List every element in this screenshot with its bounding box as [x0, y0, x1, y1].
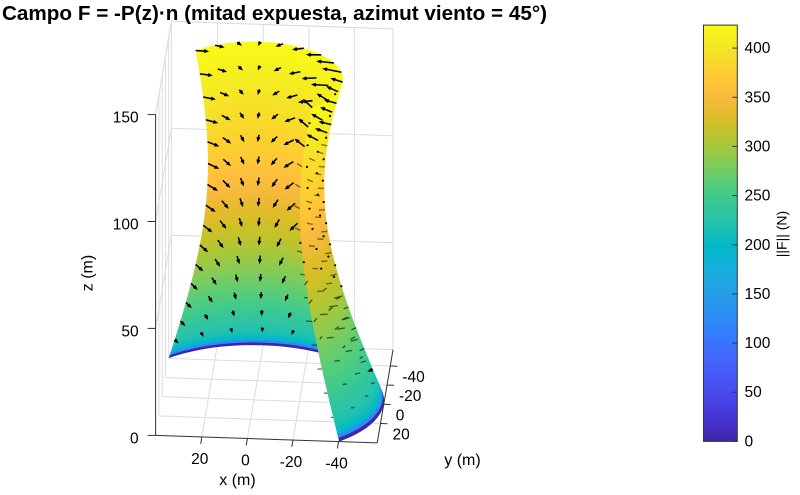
- svg-text:-20: -20: [280, 454, 303, 471]
- svg-text:y (m): y (m): [444, 452, 480, 469]
- svg-text:z (m): z (m): [80, 255, 97, 291]
- svg-text:50: 50: [745, 384, 763, 401]
- svg-text:0: 0: [396, 407, 405, 424]
- svg-text:100: 100: [113, 217, 139, 234]
- svg-text:-40: -40: [325, 456, 348, 473]
- svg-text:-40: -40: [402, 369, 425, 386]
- svg-text:350: 350: [745, 89, 771, 106]
- svg-text:200: 200: [745, 237, 771, 254]
- svg-text:150: 150: [113, 110, 139, 127]
- svg-text:20: 20: [191, 451, 209, 468]
- svg-text:300: 300: [745, 138, 771, 155]
- svg-text:||F|| (N): ||F|| (N): [774, 211, 790, 257]
- svg-text:0: 0: [241, 453, 250, 470]
- svg-text:20: 20: [393, 427, 411, 444]
- svg-text:Campo F = -P(z)·n (mitad expue: Campo F = -P(z)·n (mitad expuesta, azimu…: [2, 2, 547, 25]
- svg-text:250: 250: [745, 188, 771, 205]
- svg-text:150: 150: [745, 286, 771, 303]
- svg-text:400: 400: [745, 40, 771, 57]
- svg-text:0: 0: [130, 430, 139, 447]
- svg-text:50: 50: [121, 323, 139, 340]
- svg-text:0: 0: [745, 433, 754, 450]
- svg-text:100: 100: [745, 335, 771, 352]
- svg-text:-20: -20: [399, 388, 422, 405]
- svg-text:x (m): x (m): [219, 472, 255, 489]
